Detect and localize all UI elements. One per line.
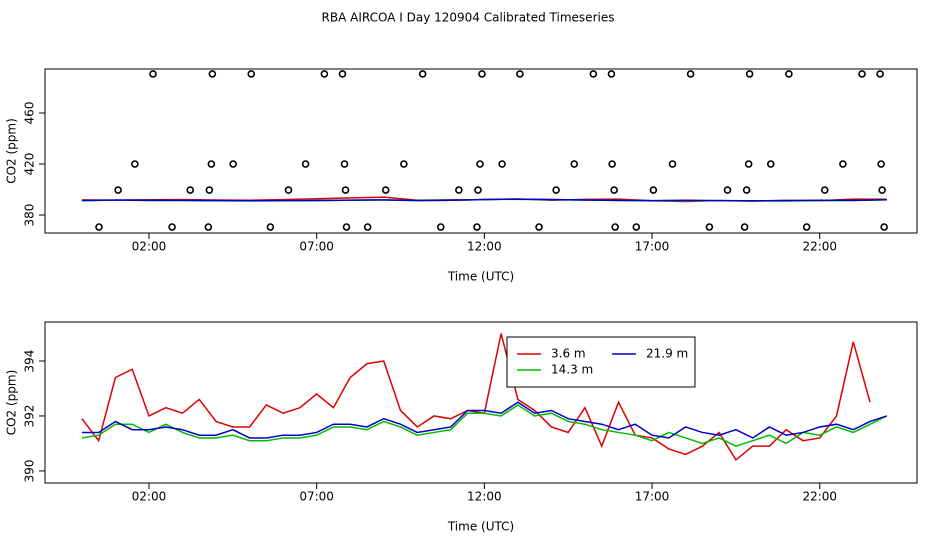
calibration-point: [880, 223, 888, 231]
calibration-point: [839, 160, 847, 168]
calibration-point: [149, 70, 157, 78]
calibration-point: [455, 186, 463, 194]
y-tick-label: 420: [23, 153, 37, 176]
x-tick-label: 02:00: [132, 490, 167, 504]
x-tick-label: 22:00: [802, 490, 837, 504]
calibration-point: [785, 70, 793, 78]
calibration-point: [473, 223, 481, 231]
calibration-point: [611, 223, 619, 231]
calibration-point: [436, 223, 445, 231]
calibration-point: [516, 70, 524, 78]
calibration-point: [301, 160, 310, 168]
y-tick-label: 394: [23, 350, 37, 373]
x-tick-label: 02:00: [132, 240, 167, 254]
calibration-point: [570, 160, 579, 168]
plot-frame: [44, 68, 918, 234]
calibration-point: [341, 186, 350, 194]
calibration-point: [686, 70, 695, 78]
calibration-point: [363, 223, 372, 231]
calibration-point: [478, 70, 486, 78]
calibration-point: [247, 70, 256, 78]
calibration-point: [205, 186, 214, 194]
series-line: [81, 198, 887, 202]
calibration-point: [131, 160, 139, 168]
calibration-point: [858, 70, 866, 78]
x-tick-label: 12:00: [467, 240, 502, 254]
calibration-point: [766, 160, 775, 168]
calibration-point: [878, 186, 886, 194]
calibration-point: [745, 70, 754, 78]
x-tick-label: 07:00: [299, 240, 334, 254]
calibration-point: [498, 160, 506, 168]
series-line: [81, 401, 888, 439]
calibration-point: [723, 186, 732, 194]
x-axis-title: Time (UTC): [447, 270, 514, 284]
calibration-point: [400, 160, 408, 168]
legend-label: 3.6 m: [551, 347, 586, 361]
calibration-point: [876, 70, 884, 78]
calibration-point: [114, 186, 122, 194]
y-axis-title: CO2 (ppm): [5, 118, 19, 184]
legend-label: 14.3 m: [551, 363, 593, 377]
calibration-point: [266, 223, 275, 231]
calibration-point: [744, 160, 753, 168]
x-tick-label: 12:00: [467, 490, 502, 504]
calibration-point: [608, 160, 616, 168]
chart-title: RBA AIRCOA I Day 120904 Calibrated Times…: [322, 11, 615, 25]
calibration-point: [168, 223, 176, 231]
calibration-point: [877, 160, 885, 168]
plot-frame: [44, 321, 918, 484]
calibration-point: [668, 160, 677, 168]
y-axis-title: CO2 (ppm): [5, 370, 19, 436]
calibration-point: [340, 160, 349, 168]
series-line: [81, 404, 888, 447]
y-tick-label: 460: [23, 102, 37, 125]
calibration-point: [476, 160, 484, 168]
legend-box: [506, 336, 696, 388]
x-tick-label: 22:00: [802, 240, 837, 254]
calibration-point: [740, 223, 749, 231]
calibration-point: [338, 70, 347, 78]
y-tick-label: 390: [23, 459, 37, 482]
y-tick-label: 380: [23, 204, 37, 227]
calibration-point: [535, 223, 543, 231]
calibration-point: [381, 186, 390, 194]
calibration-point: [820, 186, 829, 194]
series-line: [81, 333, 871, 462]
calibration-point: [610, 186, 618, 194]
calibration-point: [95, 223, 103, 231]
calibration-point: [552, 186, 560, 194]
calibration-point: [342, 223, 351, 231]
x-tick-label: 07:00: [299, 490, 334, 504]
calibration-point: [607, 70, 616, 78]
calibration-point: [705, 223, 714, 231]
legend-label: 21.9 m: [646, 347, 688, 361]
calibration-point: [632, 223, 641, 231]
calibration-point: [418, 70, 427, 78]
x-axis-title: Time (UTC): [447, 520, 514, 534]
calibration-point: [802, 223, 811, 231]
calibration-point: [229, 160, 237, 168]
calibration-point: [320, 70, 329, 78]
x-tick-label: 17:00: [635, 240, 670, 254]
calibration-point: [284, 186, 293, 194]
calibration-point: [742, 186, 751, 194]
calibration-point: [186, 186, 195, 194]
calibration-point: [204, 223, 213, 231]
calibration-point: [208, 70, 217, 78]
calibration-point: [589, 70, 598, 78]
calibration-point: [474, 186, 482, 194]
y-tick-label: 392: [23, 405, 37, 428]
calibration-point: [649, 186, 658, 194]
calibration-point: [207, 160, 216, 168]
x-tick-label: 17:00: [635, 490, 670, 504]
